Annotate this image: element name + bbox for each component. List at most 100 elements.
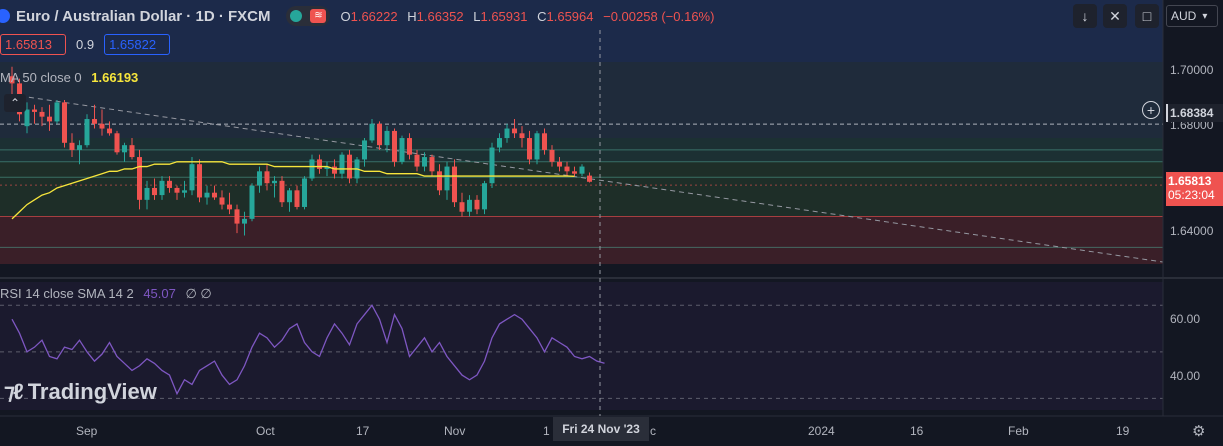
maximize-icon[interactable]: □	[1135, 4, 1159, 28]
close-value: 1.65964	[546, 8, 594, 24]
tradingview-logo-text: TradingView	[27, 379, 157, 404]
collapse-legend-icon[interactable]: ⌃	[4, 94, 26, 112]
candle-body	[182, 190, 187, 193]
candle-body	[392, 130, 397, 162]
level-price-label: 1.68384	[1166, 104, 1223, 122]
candle-body	[309, 159, 315, 179]
candle-body	[212, 192, 217, 198]
candle-body	[579, 166, 585, 174]
time-tick: Oct	[256, 424, 275, 438]
candle-body	[504, 128, 510, 139]
last-price-label: 1.65813 05:23:04	[1166, 172, 1223, 206]
rsi-name: RSI 14 close SMA 14 2	[0, 286, 134, 301]
spread-value: 0.9	[76, 37, 95, 52]
low-value: 1.65931	[480, 8, 528, 24]
candle-body	[152, 187, 157, 196]
candle-body	[69, 142, 75, 150]
rsi-pane-background	[0, 282, 1163, 410]
candle-body	[407, 138, 412, 155]
candle-body	[197, 164, 202, 198]
candle-body	[332, 166, 337, 174]
candle-body	[414, 154, 420, 167]
candle-body	[542, 133, 547, 150]
time-tick: 2024	[808, 424, 835, 438]
candle-body	[369, 123, 375, 141]
rsi-legend[interactable]: RSI 14 close SMA 14 2 45.07 ∅ ∅	[0, 286, 212, 302]
buy-button[interactable]: 1.65822	[104, 34, 171, 55]
zone-band	[0, 216, 1163, 264]
chart-header: Euro / Australian Dollar · 1D · FXCM ≋ O…	[0, 4, 720, 28]
candle-body	[467, 199, 472, 212]
candle-body	[234, 209, 240, 224]
time-tick: Nov	[444, 424, 466, 438]
symbol-flag-icon[interactable]	[0, 9, 10, 23]
rsi-line	[11, 304, 605, 396]
open-key: O	[340, 8, 351, 24]
sma-legend[interactable]: MA 50 close 0 1.66193	[0, 70, 138, 85]
add-alert-icon[interactable]: +	[1142, 101, 1160, 119]
candle-body	[189, 164, 195, 191]
candle-body	[347, 154, 352, 179]
zone-band	[0, 62, 1163, 138]
candle-body	[39, 111, 45, 117]
candle-body	[437, 171, 442, 191]
close-key: C	[537, 8, 547, 24]
candle-body	[249, 185, 255, 219]
rsi-tick: 60.00	[1170, 312, 1201, 326]
candle-body	[227, 204, 232, 210]
price-tick: 1.64000	[1170, 224, 1214, 238]
high-value: 1.66352	[416, 8, 464, 24]
candle-body	[47, 116, 52, 122]
market-status-pill[interactable]: ≋	[286, 6, 331, 26]
settings-gear-icon[interactable]: ⚙	[1192, 423, 1206, 440]
candle-body	[324, 166, 330, 169]
candle-body	[219, 197, 225, 205]
candle-body	[482, 183, 487, 210]
candle-body	[474, 199, 480, 210]
bid-ask-panel: 1.65813 0.9 1.65822	[0, 34, 171, 55]
candle-body	[384, 130, 390, 146]
candle-body	[9, 76, 15, 84]
candle-body	[294, 190, 300, 207]
candle-body	[159, 180, 165, 196]
candle-body	[444, 166, 450, 191]
tradingview-logo[interactable]: ⁊ℓ TradingView	[4, 379, 157, 405]
countdown-value: 05:23:04	[1168, 188, 1215, 202]
candle-body	[92, 119, 97, 124]
candle-body	[377, 123, 382, 146]
candle-body	[137, 157, 142, 200]
candle-body	[429, 157, 435, 172]
arrow-down-icon[interactable]: ↓	[1073, 4, 1097, 28]
candle-body	[54, 102, 60, 122]
candle-body	[512, 128, 517, 134]
candle-body	[32, 109, 37, 112]
candle-body	[264, 171, 270, 184]
candle-body	[99, 123, 105, 129]
candle-body	[167, 180, 172, 188]
rsi-extra: ∅ ∅	[185, 286, 212, 301]
market-open-icon	[290, 10, 303, 22]
last-price-value: 1.65813	[1168, 174, 1212, 188]
sell-button[interactable]: 1.65813	[0, 34, 66, 55]
candle-body	[77, 145, 82, 150]
rsi-tick: 40.00	[1170, 369, 1201, 383]
candle-body	[242, 218, 247, 224]
time-tick: c	[650, 424, 656, 438]
change-value: −0.00258 (−0.16%)	[603, 8, 715, 24]
currency-selector[interactable]: AUD ▾	[1166, 5, 1218, 27]
candle-body	[272, 180, 277, 184]
time-tick: Feb	[1008, 424, 1029, 438]
candle-body	[107, 128, 112, 134]
candle-body	[339, 154, 345, 174]
time-tick: Sep	[76, 424, 98, 438]
crosshair-date-label: Fri 24 Nov '23	[553, 417, 649, 441]
open-value: 1.66222	[350, 8, 398, 24]
close-icon[interactable]: ✕	[1103, 4, 1127, 28]
symbol-title[interactable]: Euro / Australian Dollar · 1D · FXCM	[16, 7, 271, 25]
candle-body	[204, 192, 210, 198]
time-tick: 1	[543, 424, 550, 438]
ohlc-readout: O1.66222 H1.66352 L1.65931 C1.65964 −0.0…	[340, 9, 720, 24]
candle-body	[549, 149, 555, 162]
candle-body	[534, 133, 540, 160]
